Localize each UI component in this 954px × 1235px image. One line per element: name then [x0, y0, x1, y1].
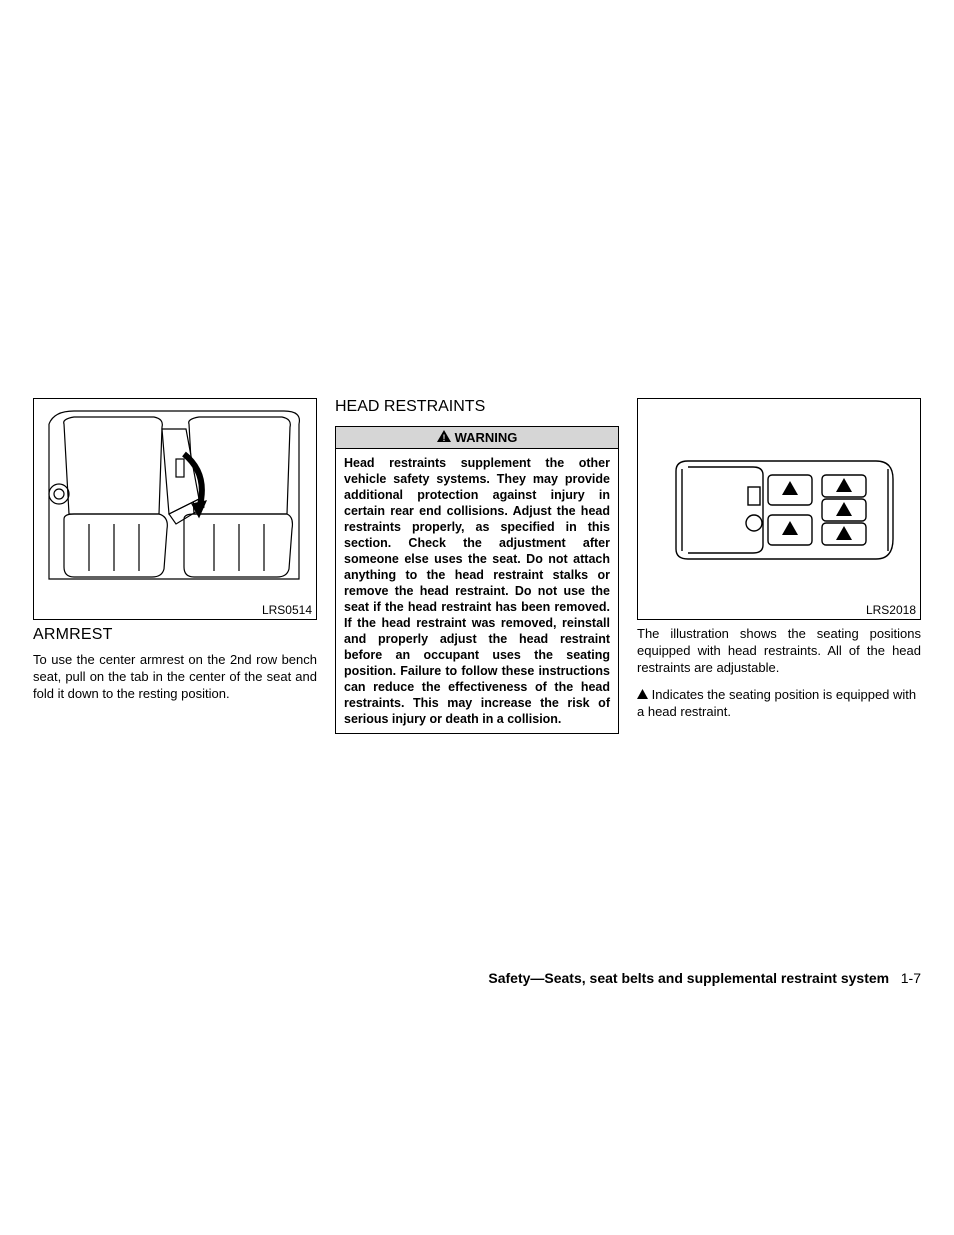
note-text: Indicates the seating position is equipp…: [637, 687, 916, 719]
heading-armrest: ARMREST: [33, 626, 317, 644]
footer-page: 1-7: [901, 970, 921, 986]
figure-armrest: LRS0514: [33, 398, 317, 620]
triangle-icon: [637, 687, 652, 702]
column-center: HEAD RESTRAINTS ! WARNING Head restraint…: [335, 398, 619, 734]
warning-body: Head restraints supplement the other veh…: [335, 448, 619, 734]
svg-text:!: !: [442, 433, 445, 442]
page-content: LRS0514 ARMREST To use the center armres…: [33, 398, 921, 734]
figure-label: LRS0514: [262, 603, 312, 617]
figure-seating: LRS2018: [637, 398, 921, 620]
warning-triangle-icon: !: [437, 430, 451, 445]
warning-header: ! WARNING: [335, 426, 619, 448]
figure-label: LRS2018: [866, 603, 916, 617]
footer-section: Safety—Seats, seat belts and supplementa…: [488, 970, 889, 986]
armrest-illustration: [34, 399, 316, 619]
warning-label: WARNING: [455, 430, 518, 445]
column-right: LRS2018 The illustration shows the seati…: [637, 398, 921, 734]
seating-illustration: [638, 399, 920, 619]
seating-note: Indicates the seating position is equipp…: [637, 687, 921, 721]
seating-caption: The illustration shows the seating posit…: [637, 626, 921, 677]
heading-head-restraints: HEAD RESTRAINTS: [335, 398, 619, 416]
armrest-body: To use the center armrest on the 2nd row…: [33, 652, 317, 703]
column-left: LRS0514 ARMREST To use the center armres…: [33, 398, 317, 734]
page-footer: Safety—Seats, seat belts and supplementa…: [488, 970, 921, 986]
